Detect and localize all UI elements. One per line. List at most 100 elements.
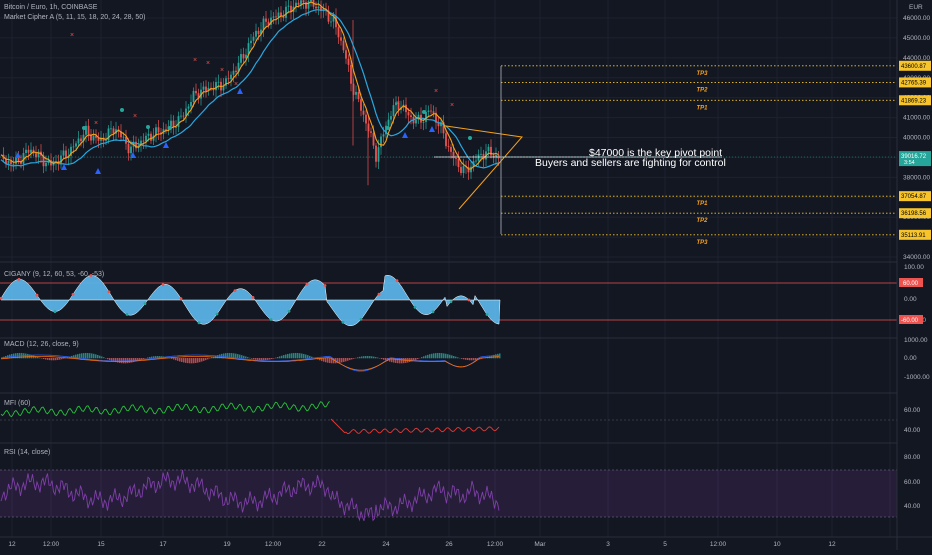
cigany-dot [162, 283, 165, 286]
macd-histogram-bar [429, 354, 431, 358]
buy-dot-marker [82, 126, 86, 130]
macd-histogram-bar [375, 357, 377, 358]
macd-histogram-bar [363, 356, 365, 358]
macd-histogram-bar [27, 354, 29, 358]
cigany-title[interactable]: CIGANY (9, 12, 60, 53, -60, -53) [4, 271, 104, 278]
cigany-dot [54, 310, 57, 313]
macd-histogram-bar [339, 358, 341, 363]
candle-body [180, 116, 182, 117]
macd-histogram-bar [417, 358, 419, 359]
sell-cross-marker: × [70, 32, 74, 39]
mfi-title[interactable]: MFI (60) [4, 400, 30, 407]
target-price-badge-text: 42765.39 [901, 80, 927, 86]
target-label: TP1 [696, 201, 708, 207]
macd-histogram-bar [237, 354, 239, 358]
macd-histogram-bar [451, 355, 453, 358]
macd-histogram-bar [377, 358, 379, 359]
price-tick-label: 38000.00 [903, 174, 930, 181]
macd-histogram-bar [441, 353, 443, 358]
macd-histogram-bar [435, 353, 437, 358]
candle-body [315, 7, 317, 9]
candle-body [80, 139, 82, 142]
macd-histogram-bar [325, 358, 327, 362]
macd-histogram-bar [329, 358, 331, 363]
sell-cross-marker: × [396, 100, 400, 107]
macd-histogram-bar [381, 358, 383, 359]
macd-histogram-bar [101, 356, 103, 358]
candle-body [383, 134, 385, 136]
macd-histogram-bar [47, 358, 49, 360]
macd-histogram-bar [83, 353, 85, 358]
symbol-title[interactable]: Bitcoin / Euro, 1h, COINBASE [4, 4, 98, 11]
macd-histogram-bar [351, 358, 353, 359]
buy-dot-marker [146, 125, 150, 129]
candle-body [130, 147, 132, 154]
macd-histogram-bar [207, 358, 209, 359]
macd-histogram-bar [469, 358, 471, 360]
candle-body [378, 147, 380, 161]
buy-dot-marker [468, 136, 472, 140]
macd-histogram-bar [275, 358, 277, 359]
time-tick-label: 17 [159, 541, 167, 548]
macd-histogram-bar [439, 353, 441, 358]
candle-body [445, 133, 447, 146]
macd-histogram-bar [91, 353, 93, 358]
candle-body [390, 116, 392, 119]
macd-histogram-bar [99, 356, 101, 359]
candle-body [340, 37, 342, 40]
candle-body [63, 151, 65, 156]
cigany-dot [234, 289, 237, 292]
macd-histogram-bar [175, 358, 177, 360]
macd-histogram-bar [323, 358, 325, 362]
target-price-badge-text: 43600.87 [901, 64, 927, 70]
macd-histogram-bar [183, 358, 185, 362]
cigany-dot [108, 291, 111, 294]
macd-histogram-bar [271, 358, 273, 359]
indicator-legend[interactable]: Market Cipher A (5, 11, 15, 18, 20, 24, … [4, 14, 146, 21]
price-tick-label: 34000.00 [903, 254, 930, 261]
candle-body [415, 120, 417, 124]
candle-body [330, 22, 332, 23]
time-tick-label: 26 [445, 541, 453, 548]
macd-histogram-bar [365, 356, 367, 358]
candle-body [433, 111, 435, 113]
macd-histogram-bar [53, 358, 55, 360]
target-price-badge-text: 41869.23 [901, 98, 927, 104]
macd-histogram-bar [171, 358, 173, 359]
current-price-countdown: 3:54 [904, 160, 915, 166]
candle-body [350, 65, 352, 84]
macd-histogram-bar [473, 358, 475, 360]
macd-histogram-bar [95, 354, 97, 358]
mfi-tick: 40.00 [904, 427, 921, 434]
buy-dot-marker [386, 126, 390, 130]
macd-title[interactable]: MACD (12, 26, close, 9) [4, 341, 79, 348]
macd-histogram-bar [295, 353, 297, 358]
macd-histogram-bar [461, 358, 463, 359]
macd-histogram-bar [307, 355, 309, 358]
candle-body [193, 91, 195, 102]
macd-histogram-bar [347, 358, 349, 361]
time-tick-label: 12 [828, 541, 836, 548]
candle-body [30, 150, 32, 153]
macd-histogram-bar [43, 358, 45, 359]
rsi-tick: 80.00 [904, 454, 921, 461]
time-tick-label: 12:00 [265, 541, 282, 548]
candle-body [188, 107, 190, 109]
macd-histogram-bar [281, 356, 283, 359]
macd-histogram-bar [195, 358, 197, 363]
candle-body [363, 111, 365, 115]
candle-body [278, 12, 280, 17]
macd-histogram-bar [63, 358, 65, 359]
candle-body [228, 78, 230, 79]
macd-histogram-bar [107, 358, 109, 359]
rsi-title[interactable]: RSI (14, close) [4, 449, 50, 456]
target-price-badge-text: 37054.87 [901, 194, 927, 200]
candle-body [255, 31, 257, 37]
cigany-dot [198, 321, 201, 324]
candle-body [203, 87, 205, 90]
time-tick-label: 3 [606, 541, 610, 548]
macd-histogram-bar [467, 358, 469, 360]
macd-histogram-bar [367, 356, 369, 358]
cigany-dot [378, 293, 381, 296]
